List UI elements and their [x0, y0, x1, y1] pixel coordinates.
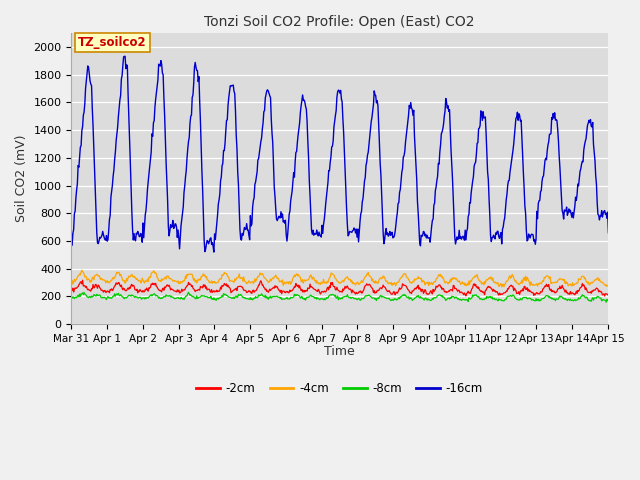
Legend: -2cm, -4cm, -8cm, -16cm: -2cm, -4cm, -8cm, -16cm — [191, 377, 488, 400]
X-axis label: Time: Time — [324, 345, 355, 359]
Text: TZ_soilco2: TZ_soilco2 — [78, 36, 147, 49]
Title: Tonzi Soil CO2 Profile: Open (East) CO2: Tonzi Soil CO2 Profile: Open (East) CO2 — [204, 15, 475, 29]
Y-axis label: Soil CO2 (mV): Soil CO2 (mV) — [15, 135, 28, 222]
